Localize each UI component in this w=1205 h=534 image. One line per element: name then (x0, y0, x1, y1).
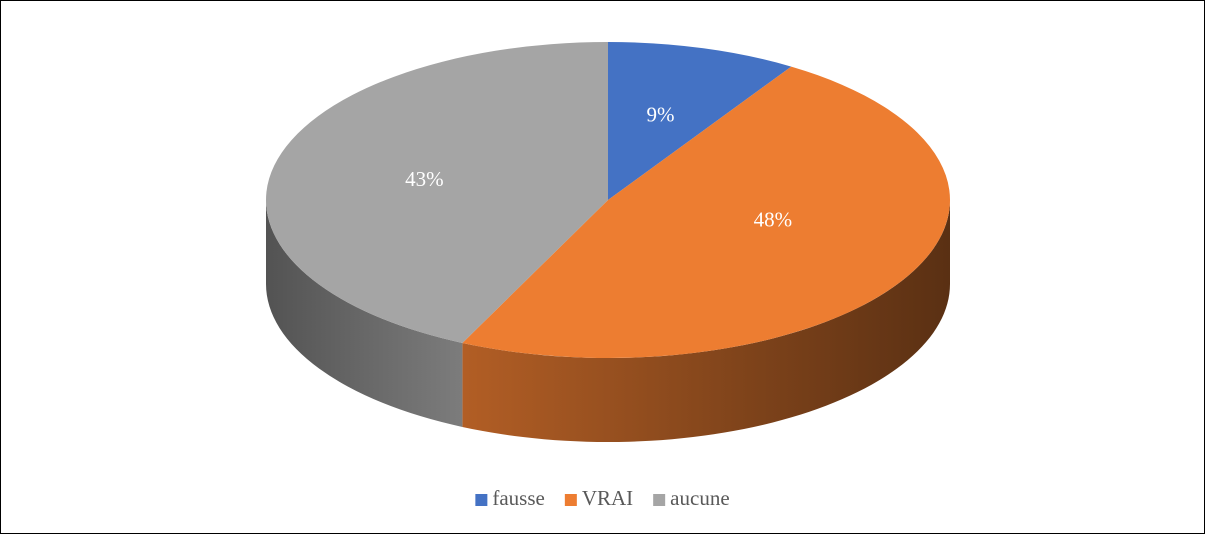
legend-swatch (564, 494, 577, 506)
legend-label: VRAI (582, 486, 633, 510)
legend-label: aucune (670, 486, 729, 510)
pie-side (462, 200, 950, 442)
data-label: 43% (405, 167, 444, 191)
legend-swatch (475, 494, 488, 506)
data-label: 48% (754, 208, 793, 232)
pie-slice (462, 66, 951, 359)
pie-slice (265, 42, 608, 343)
legend-label: fausse (492, 486, 544, 510)
data-label: 9% (646, 102, 674, 126)
pie-slice (608, 42, 792, 200)
pie-side (266, 200, 463, 427)
legend-swatch (653, 494, 666, 506)
